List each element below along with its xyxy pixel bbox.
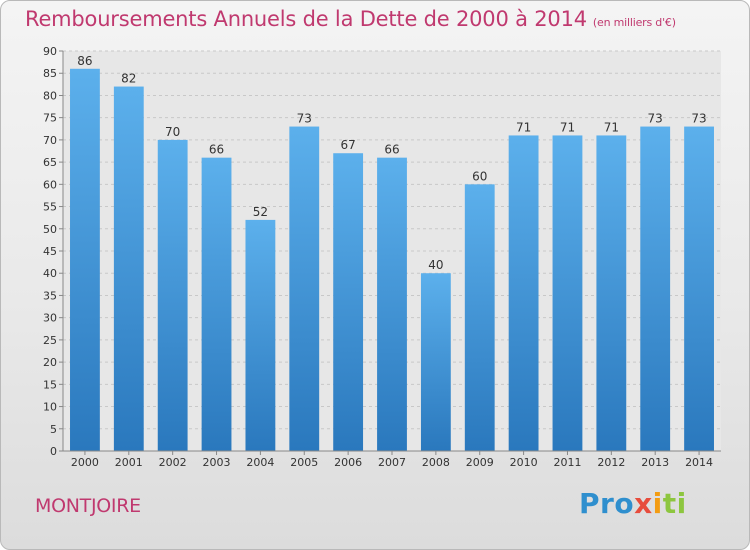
bar-value-label: 40	[428, 258, 443, 272]
logo-letter: P	[579, 487, 601, 520]
bar-value-label: 73	[648, 112, 663, 126]
y-tick-label: 65	[43, 156, 57, 169]
bar-value-label: 71	[604, 120, 619, 134]
y-tick-label: 40	[43, 267, 57, 280]
x-tick-label: 2001	[115, 456, 143, 469]
bar-2006	[333, 153, 364, 451]
bar-2004	[245, 219, 276, 451]
x-tick-label: 2008	[422, 456, 450, 469]
bar-value-label: 71	[516, 120, 531, 134]
y-tick-label: 55	[43, 201, 57, 214]
bar-value-label: 67	[340, 138, 355, 152]
bar-2007	[377, 157, 407, 451]
logo-letter: i	[652, 487, 663, 520]
bar-2011	[552, 135, 583, 451]
bar-2002	[157, 139, 188, 451]
bar-2003	[201, 157, 232, 451]
bar-value-label: 73	[691, 112, 706, 126]
bar-2005	[289, 126, 320, 452]
proxiti-logo: Proxiti	[579, 487, 687, 520]
y-tick-label: 20	[43, 356, 57, 369]
y-tick-label: 25	[43, 334, 57, 347]
y-tick-label: 80	[43, 89, 57, 102]
chart-title-text: Remboursements Annuels de la Dette de 20…	[25, 7, 587, 31]
bar-value-label: 66	[209, 143, 224, 157]
axis-layer: 0 5 10 15 20 25 30 35 40 45 50 55 60 65 70 75 80 85 90 2000…	[43, 45, 721, 469]
bar-2001	[113, 86, 144, 452]
x-tick-label: 2010	[510, 456, 538, 469]
x-tick-label: 2005	[290, 456, 318, 469]
y-tick-label: 60	[43, 178, 57, 191]
chart-title: Remboursements Annuels de la Dette de 20…	[25, 7, 676, 31]
x-tick-label: 2013	[641, 456, 669, 469]
logo-letter: x	[634, 487, 653, 520]
y-tick-label: 75	[43, 112, 57, 125]
y-tick-label: 30	[43, 312, 57, 325]
bar-value-label: 70	[165, 125, 180, 139]
y-tick-label: 0	[50, 445, 57, 458]
bar-2008	[420, 273, 451, 451]
bar-value-label: 66	[384, 143, 399, 157]
y-tick-label: 90	[43, 45, 57, 58]
logo-letter: i	[676, 487, 687, 520]
bar-layer: 86 82 70 66 52 73 67 66 40 60 71 71 71 73 73	[70, 54, 714, 452]
x-tick-label: 2002	[159, 456, 187, 469]
commune-name: MONTJOIRE	[35, 495, 141, 517]
bar-value-label: 71	[560, 120, 575, 134]
bar-2009	[464, 184, 495, 452]
bar-2013	[640, 126, 671, 452]
y-tick-label: 10	[43, 401, 57, 414]
x-tick-label: 2000	[71, 456, 99, 469]
logo-letter: o	[614, 487, 635, 520]
bar-value-label: 86	[77, 54, 92, 68]
bar-value-label: 60	[472, 169, 487, 183]
y-tick-label: 5	[50, 423, 57, 436]
logo-letter: r	[600, 487, 615, 520]
bar-value-label: 52	[253, 205, 268, 219]
y-tick-label: 15	[43, 378, 57, 391]
x-tick-label: 2011	[553, 456, 581, 469]
bar-2014	[684, 126, 714, 452]
bar-2000	[70, 68, 100, 452]
bar-2010	[508, 135, 539, 451]
x-tick-label: 2006	[334, 456, 362, 469]
y-tick-label: 85	[43, 67, 57, 80]
bar-value-label: 82	[121, 72, 136, 86]
bar-2012	[596, 135, 627, 451]
y-tick-label: 45	[43, 245, 57, 258]
y-tick-label: 50	[43, 223, 57, 236]
logo-letter: t	[662, 487, 677, 520]
x-tick-label: 2009	[466, 456, 494, 469]
x-tick-label: 2012	[597, 456, 625, 469]
x-tick-label: 2004	[246, 456, 274, 469]
chart-subtitle: (en milliers d'€)	[592, 16, 676, 29]
bar-value-label: 73	[297, 112, 312, 126]
x-tick-label: 2014	[685, 456, 713, 469]
x-tick-label: 2007	[378, 456, 406, 469]
y-tick-label: 35	[43, 289, 57, 302]
y-tick-label: 70	[43, 134, 57, 147]
x-tick-label: 2003	[203, 456, 231, 469]
